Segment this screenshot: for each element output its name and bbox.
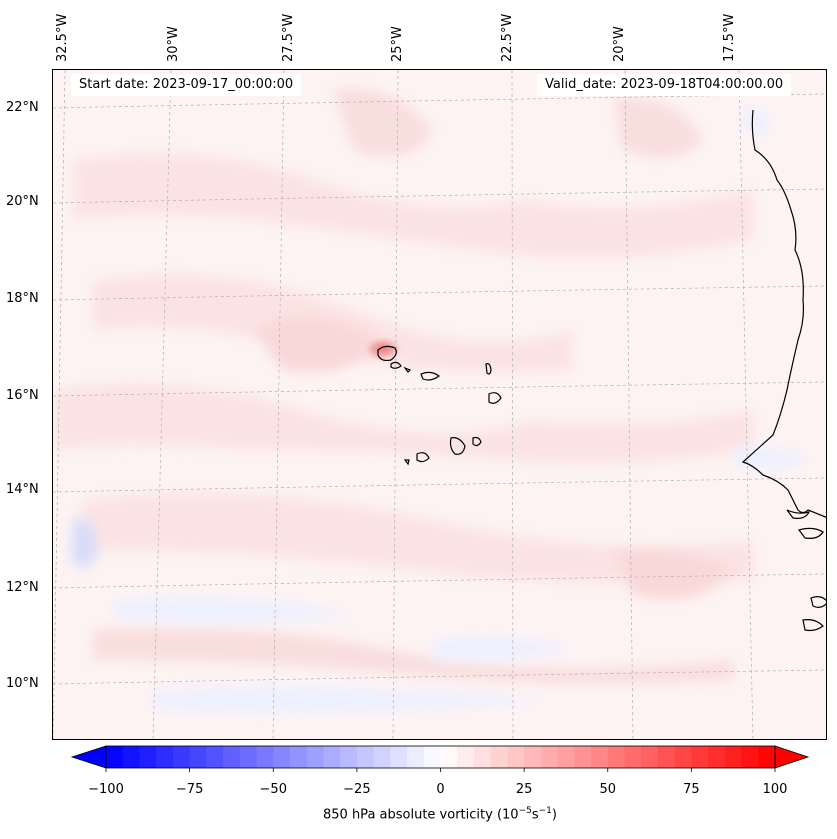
colorbar-segment xyxy=(423,746,441,768)
colorbar-segment xyxy=(691,746,709,768)
colorbar-tick-label: −75 xyxy=(175,782,204,797)
lon-label: 27.5°W xyxy=(281,13,296,62)
lon-label: 22.5°W xyxy=(500,13,515,62)
guinea-coast-islands xyxy=(810,596,826,608)
lat-label: 12°N xyxy=(6,580,39,595)
colorbar-tick-label: −100 xyxy=(88,782,124,797)
lat-label: 14°N xyxy=(6,482,39,497)
colorbar-segment xyxy=(172,746,191,768)
colorbar-segment xyxy=(223,746,241,768)
lon-label: 25°W xyxy=(390,26,405,62)
west-africa-coast xyxy=(741,109,826,518)
colorbar-tick-label: 75 xyxy=(683,782,700,797)
lat-label: 22°N xyxy=(6,100,39,115)
lon-label: 20°W xyxy=(612,26,627,62)
colorbar-segment xyxy=(507,746,525,768)
lat-label: 20°N xyxy=(6,194,39,209)
sal-island xyxy=(485,363,492,375)
colorbar-segment xyxy=(323,746,341,768)
map-panel xyxy=(52,69,827,740)
brava-island xyxy=(403,459,410,466)
colorbar-segment xyxy=(457,746,475,768)
colorbar-segment xyxy=(758,746,776,768)
lat-label: 10°N xyxy=(6,676,39,691)
maio-island xyxy=(472,436,482,447)
colorbar xyxy=(70,745,810,772)
colorbar-min-extend xyxy=(70,745,107,769)
colorbar-segment xyxy=(708,746,726,768)
lat-label: 16°N xyxy=(6,388,39,403)
colorbar-segment xyxy=(373,746,391,768)
start-date-label: Start date: 2023-09-17_00:00:00 xyxy=(71,74,302,96)
colorbar-segment xyxy=(624,746,642,768)
vorticity-maximum-near-santo-antao xyxy=(369,341,397,357)
negative-vorticity-patches xyxy=(71,107,813,714)
santa-luzia-island xyxy=(403,366,412,373)
colorbar-tick-label: 100 xyxy=(762,782,788,797)
boa-vista-island xyxy=(488,392,502,404)
lat-label: 18°N xyxy=(6,291,39,306)
positive-vorticity-patches xyxy=(53,88,753,684)
graticule xyxy=(53,70,826,739)
fogo-island xyxy=(416,452,430,463)
lon-label: 30°W xyxy=(166,26,181,62)
colorbar-segment xyxy=(490,746,508,768)
colorbar-segment xyxy=(591,746,609,768)
colorbar-segment xyxy=(189,746,207,768)
colorbar-segment xyxy=(407,746,425,768)
colorbar-segment xyxy=(289,746,308,768)
colorbar-max-extend xyxy=(774,745,810,769)
colorbar-tick-label: 25 xyxy=(515,782,533,797)
sao-vicente-island xyxy=(390,361,402,369)
colorbar-segment xyxy=(741,746,759,768)
colorbar-segment xyxy=(206,746,224,768)
colorbar-segment xyxy=(473,746,492,768)
colorbar-segment xyxy=(440,746,458,768)
colorbar-segment xyxy=(390,746,408,768)
colorbar-tick-label: 50 xyxy=(599,782,617,797)
colorbar-segment xyxy=(724,746,743,768)
colorbar-segment xyxy=(239,746,258,768)
sao-nicolau-island xyxy=(420,371,441,381)
colorbar-segment xyxy=(340,746,358,768)
santo-antao-island xyxy=(377,345,397,362)
colorbar-tick-label: −50 xyxy=(259,782,287,797)
colorbar-segment xyxy=(574,746,592,768)
valid-date-label: Valid_date: 2023-09-18T04:00:00.00 xyxy=(537,74,792,96)
colorbar-segment xyxy=(273,746,291,768)
bissagos-islands xyxy=(797,527,824,539)
colorbar-segment xyxy=(524,746,542,768)
coastlines xyxy=(377,109,826,632)
colorbar-segment xyxy=(540,746,559,768)
colorbar-label: 850 hPa absolute vorticity (10−5s−1) xyxy=(323,806,557,823)
colorbar-tick-label: −25 xyxy=(343,782,371,797)
lon-label: 32.5°W xyxy=(55,13,70,62)
colorbar-segment xyxy=(356,746,375,768)
gambia-river xyxy=(786,509,811,519)
colorbar-segment xyxy=(641,746,659,768)
lon-label: 17.5°W xyxy=(722,13,737,62)
colorbar-segment xyxy=(657,746,676,768)
colorbar-segment xyxy=(674,746,692,768)
colorbar-segment xyxy=(106,746,124,768)
colorbar-segment xyxy=(139,746,157,768)
colorbar-segment xyxy=(156,746,174,768)
colorbar-tick-label: 0 xyxy=(436,782,445,797)
colorbar-segment xyxy=(122,746,140,768)
colorbar-segment xyxy=(306,746,324,768)
colorbar-segment xyxy=(256,746,274,768)
colorbar-segment xyxy=(557,746,575,768)
santiago-island xyxy=(449,437,466,455)
colorbar-segment xyxy=(607,746,625,768)
vorticity-field-map xyxy=(53,70,826,739)
